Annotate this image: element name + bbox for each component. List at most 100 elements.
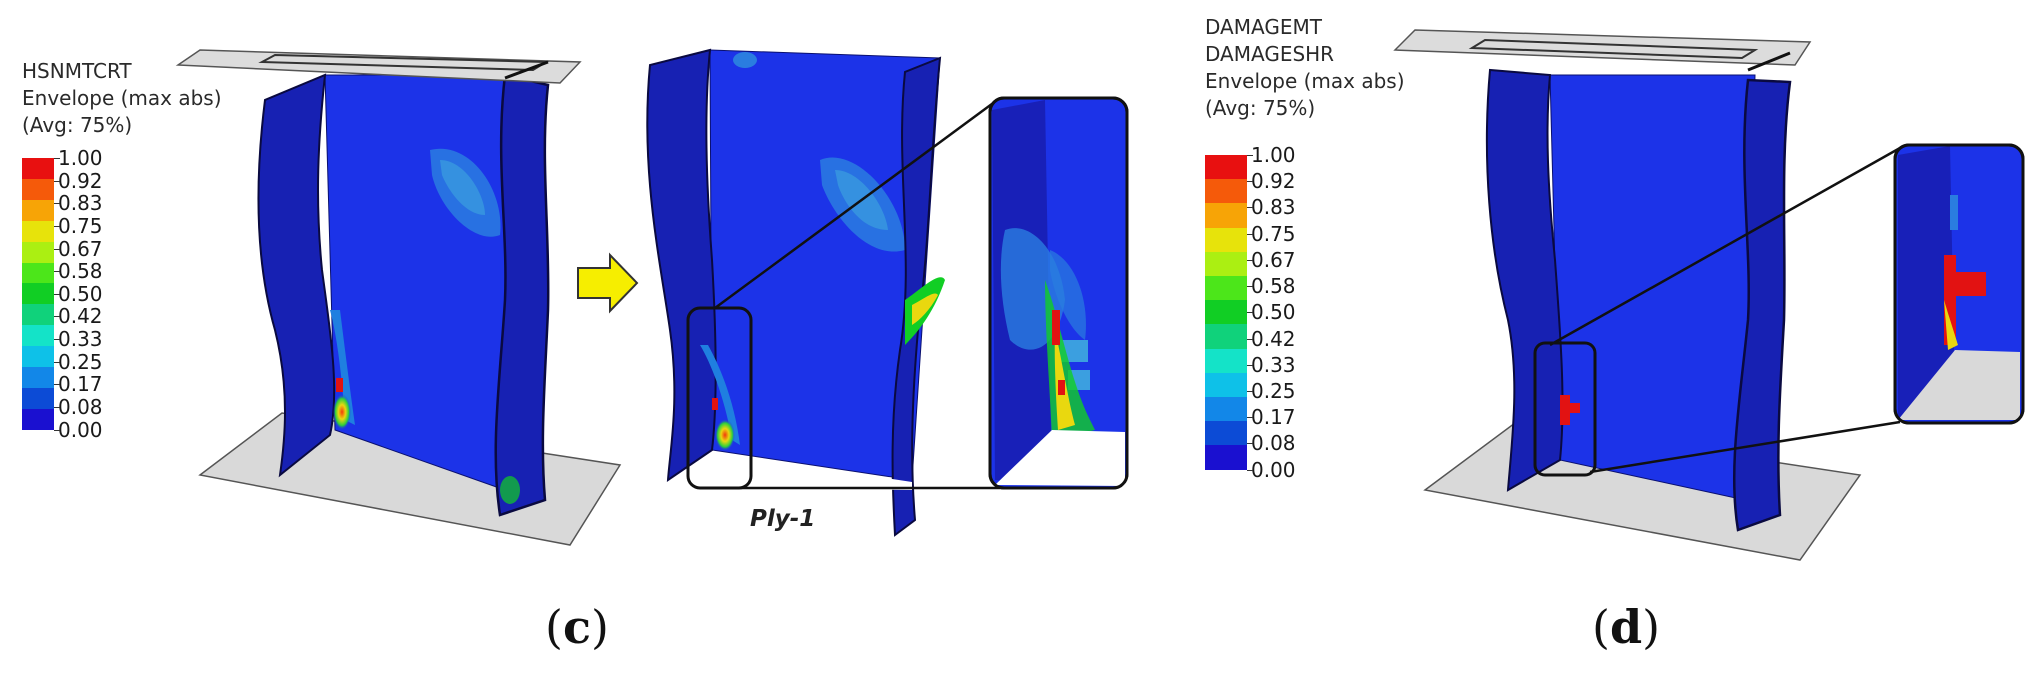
colorbar-tick-label: 0.00 (58, 417, 103, 442)
legend-title-right: DAMAGEMT DAMAGESHR Envelope (max abs) (A… (1205, 14, 1405, 122)
zoom-inset-hotspot (1956, 272, 1986, 296)
colorbar-tick-mark (1247, 364, 1253, 366)
colorbar-tick-label: 0.50 (1251, 300, 1296, 325)
zoom-line (1549, 146, 1901, 347)
zoom-inset-flange (1898, 146, 1955, 420)
colorbar-tick-label: 0.42 (1251, 326, 1296, 351)
colorbar-swatch (1205, 179, 1247, 204)
colorbar-swatch (1205, 203, 1247, 229)
top-plate-edge (1747, 51, 1791, 72)
legend-title-line: (Avg: 75%) (1205, 96, 1316, 120)
arrow-right-icon (577, 252, 639, 314)
colorbar-tick-label: 0.92 (1251, 169, 1296, 194)
colorbar-tick-label: 0.75 (1251, 221, 1296, 246)
web-contour (733, 52, 757, 68)
colorbar-swatch (22, 262, 54, 284)
colorbar-tick-mark (54, 316, 60, 318)
damage-hotspot (500, 476, 520, 504)
colorbar-swatch (1205, 155, 1247, 180)
colorbar-swatch (22, 304, 54, 326)
colorbar-swatch (22, 178, 54, 201)
web-panel (324, 74, 511, 491)
colorbar-tick-mark (1247, 443, 1253, 445)
legend-title-line: HSNMTCRT (22, 59, 132, 83)
damage-hotspot (1570, 403, 1580, 413)
colorbar-swatch (1205, 251, 1247, 277)
colorbar-swatch (22, 241, 54, 263)
flange-left (646, 48, 717, 482)
colorbar-swatch (22, 325, 54, 347)
colorbar-tick-mark (1247, 390, 1253, 392)
colorbar-tick-label: 0.75 (58, 213, 103, 238)
top-plate (175, 49, 582, 84)
colorbar-tick-mark (1247, 286, 1253, 288)
colorbar-tick-label: 1.00 (1251, 143, 1296, 167)
colorbar-tick-label: 0.67 (58, 236, 103, 261)
colorbar-swatch (22, 408, 54, 431)
colorbar-tick-mark (54, 384, 60, 386)
colorbar-swatch (22, 283, 54, 305)
colorbar-swatch (1205, 372, 1247, 398)
zoom-line (1589, 420, 1901, 474)
damage-hotspot (333, 394, 351, 430)
colorbar-tick-mark (1247, 207, 1253, 209)
colorbar-tick-mark (54, 293, 60, 295)
top-plate-edge (504, 60, 549, 80)
flange-right (1732, 78, 1792, 532)
colorbar-tick-mark (54, 429, 60, 431)
colorbar-tick-mark (54, 180, 60, 182)
zoom-inset-frame (988, 96, 1129, 490)
colorbar-tick-mark (54, 361, 60, 363)
caption-letter: c (562, 600, 591, 654)
colorbar-tick-label: 0.58 (1251, 274, 1296, 299)
colorbar-tick-mark (54, 225, 60, 227)
caption-close: ) (590, 600, 609, 654)
colorbar-tick-mark (1247, 469, 1253, 471)
zoom-inset-hotspot (1058, 380, 1065, 395)
colorbar-tick-mark (54, 158, 60, 159)
colorbar-swatch (1205, 227, 1247, 253)
colorbar-swatch (1205, 397, 1247, 422)
colorbar-tick-label: 0.17 (58, 372, 103, 397)
colorbar-swatch (1205, 348, 1247, 374)
colorbar-swatch (1205, 421, 1247, 446)
colorbar-tick-label: 0.67 (1251, 247, 1296, 272)
flange-right (494, 73, 550, 517)
caption-c: (c) (545, 600, 609, 654)
colorbar-tick-label: 0.92 (58, 168, 103, 193)
colorbar-tick-label: 0.17 (1251, 405, 1296, 430)
flange-left (257, 73, 336, 478)
damage-hotspot (330, 310, 355, 425)
colorbar-tick-label: 0.58 (58, 259, 103, 284)
colorbar-tick-mark (1247, 259, 1253, 261)
colorbar-swatch (1205, 300, 1247, 325)
model-c-left (175, 49, 622, 546)
web-contour (440, 160, 485, 215)
colorbar-tick-mark (1247, 233, 1253, 235)
caption-open: ( (545, 600, 563, 654)
legend-title-line: Envelope (max abs) (1205, 69, 1405, 93)
model-d-right (1393, 29, 2025, 561)
caption-close: ) (1642, 600, 1661, 654)
zoom-inset-hotspot (1944, 300, 1958, 350)
colorbar-tick-mark (1247, 181, 1253, 183)
colorbar-tick-label: 0.83 (1251, 195, 1296, 220)
model-c-zoomed (646, 48, 1129, 537)
zoom-line (714, 96, 1001, 310)
colorbar-swatch (22, 220, 54, 243)
colorbar-swatch (22, 199, 54, 222)
colorbar-tick-mark (54, 407, 60, 409)
colorbar-tick-label: 0.83 (58, 191, 103, 216)
colorbar-tick-mark (1247, 155, 1253, 156)
caption-d: (d) (1592, 600, 1660, 654)
flange-left (1485, 68, 1564, 492)
legend-title-line: Envelope (max abs) (22, 86, 222, 110)
colorbar-tick-label: 0.42 (58, 304, 103, 329)
colorbar-swatch (22, 158, 54, 180)
legend-title-line: (Avg: 75%) (22, 113, 133, 137)
colorbar-swatch (22, 387, 54, 410)
colorbar-tick-label: 0.08 (58, 395, 103, 420)
zoom-inset-hotspot (1052, 310, 1060, 345)
